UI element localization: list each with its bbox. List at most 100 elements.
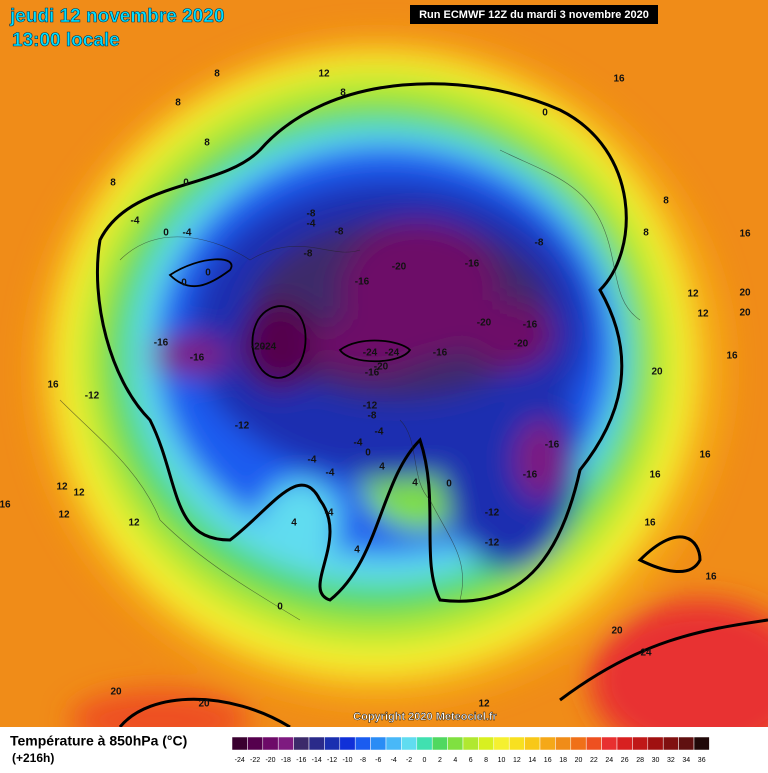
contour-label: 16: [739, 229, 751, 240]
contour-label: 20: [110, 687, 122, 698]
contour-label: 16: [705, 572, 717, 583]
contour-label: -4: [183, 228, 192, 239]
contour-label: -4: [307, 219, 316, 230]
contour-label: -24: [385, 348, 400, 359]
contour-label: -4: [325, 508, 334, 519]
coastlines: [59, 149, 641, 621]
contour-label: -16: [365, 368, 380, 379]
colorbar-swatch: [401, 736, 418, 751]
contour-label: -8: [335, 227, 344, 238]
contour-label: 8: [110, 178, 116, 189]
contour-lines-thin: [168, 258, 412, 379]
contour-label: 24: [640, 648, 652, 659]
colorbar-label: -18: [281, 757, 291, 764]
contour-label: -20: [251, 342, 266, 353]
colorbar-label: 30: [652, 757, 660, 764]
colorbar-label: -14: [312, 757, 322, 764]
contour-label: 16: [649, 470, 661, 481]
contour-label: 0: [181, 278, 187, 289]
colorbar-label: 18: [559, 757, 567, 764]
colorbar-swatch: [231, 736, 248, 751]
colorbar-label: 14: [528, 757, 536, 764]
colorbar-swatch: [324, 736, 341, 751]
colorbar-label: 16: [544, 757, 552, 764]
colorbar-label: -24: [235, 757, 245, 764]
run-info: Run ECMWF 12Z du mardi 3 novembre 2020: [419, 9, 649, 21]
colorbar-swatch: [277, 736, 294, 751]
colorbar-label: -10: [342, 757, 352, 764]
forecast-time: 13:00 locale: [12, 30, 120, 51]
colorbar-swatch: [632, 736, 649, 751]
colorbar-label: -12: [327, 757, 337, 764]
contour-label: -12: [485, 508, 500, 519]
colorbar-swatch: [262, 736, 279, 751]
contour-label: 12: [56, 482, 68, 493]
contour-label: -24: [262, 342, 277, 353]
colorbar-swatch: [293, 736, 310, 751]
contour-label: 20: [611, 626, 623, 637]
colorbar-swatch: [539, 736, 556, 751]
colorbar-swatch: [339, 736, 356, 751]
colorbar-label: 34: [682, 757, 690, 764]
colorbar-label: 2: [438, 757, 442, 764]
colorbar-label: -20: [265, 757, 275, 764]
colorbar-label: 12: [513, 757, 521, 764]
contour-label: 0: [542, 108, 548, 119]
colorbar-label: -2: [406, 757, 412, 764]
contour-label: 12: [58, 510, 70, 521]
colorbar-swatch: [524, 736, 541, 751]
colorbar: -24 -22 -20 -18 -16 -14 -12 -10 -8 -6 -4 -2 0 2 4 6 8 10 1…: [231, 736, 710, 764]
contour-label: 0: [365, 448, 371, 459]
colorbar-swatch: [447, 736, 464, 751]
contour-label: -16: [355, 277, 370, 288]
contour-label: 0: [205, 268, 211, 279]
contour-label: 16: [613, 74, 625, 85]
contour-label: -8: [535, 238, 544, 249]
colorbar-label: 6: [469, 757, 473, 764]
contour-label: -12: [85, 391, 100, 402]
lead-time: (+216h): [12, 751, 54, 765]
colorbar-label: -16: [296, 757, 306, 764]
colorbar-label: 28: [636, 757, 644, 764]
contour-label: 20: [198, 699, 210, 710]
contour-label: 16: [726, 351, 738, 362]
colorbar-label: 26: [621, 757, 629, 764]
contour-label: -4: [326, 468, 335, 479]
contour-label: -20: [514, 339, 529, 350]
contour-label: -20: [392, 262, 407, 273]
contour-label: -16: [523, 320, 538, 331]
contour-label: 12: [478, 699, 490, 710]
colorbar-label: 36: [698, 757, 706, 764]
colorbar-swatch: [478, 736, 495, 751]
contour-label: 12: [687, 289, 699, 300]
contour-label: -4: [375, 427, 384, 438]
contour-label: 0: [277, 602, 283, 613]
contour-label: 20: [739, 288, 751, 299]
contour-label: -24: [363, 348, 378, 359]
colorbar-label: -4: [391, 757, 397, 764]
run-banner: [410, 5, 658, 24]
colorbar-swatch: [308, 736, 325, 751]
colorbar-label: 32: [667, 757, 675, 764]
colorbar-swatch: [508, 736, 525, 751]
colorbar-label: 10: [498, 757, 506, 764]
colorbar-swatch: [693, 736, 710, 751]
contour-label: 8: [204, 138, 210, 149]
contour-label: 8: [643, 228, 649, 239]
contour-label: 16: [47, 380, 59, 391]
contour-label: 8: [340, 88, 346, 99]
colorbar-label: 20: [575, 757, 583, 764]
contour-label: 8: [214, 69, 220, 80]
colorbar-label: 24: [605, 757, 613, 764]
colorbar-swatch: [678, 736, 695, 751]
contour-label: -12: [235, 421, 250, 432]
colorbar-swatch: [462, 736, 479, 751]
contour-label: -4: [354, 438, 363, 449]
colorbar-swatch: [570, 736, 587, 751]
colorbar-swatch: [601, 736, 618, 751]
colorbar-swatch: [431, 736, 448, 751]
colorbar-label: -22: [250, 757, 260, 764]
contour-label: 12: [128, 518, 140, 529]
contour-label: 4: [412, 478, 418, 489]
